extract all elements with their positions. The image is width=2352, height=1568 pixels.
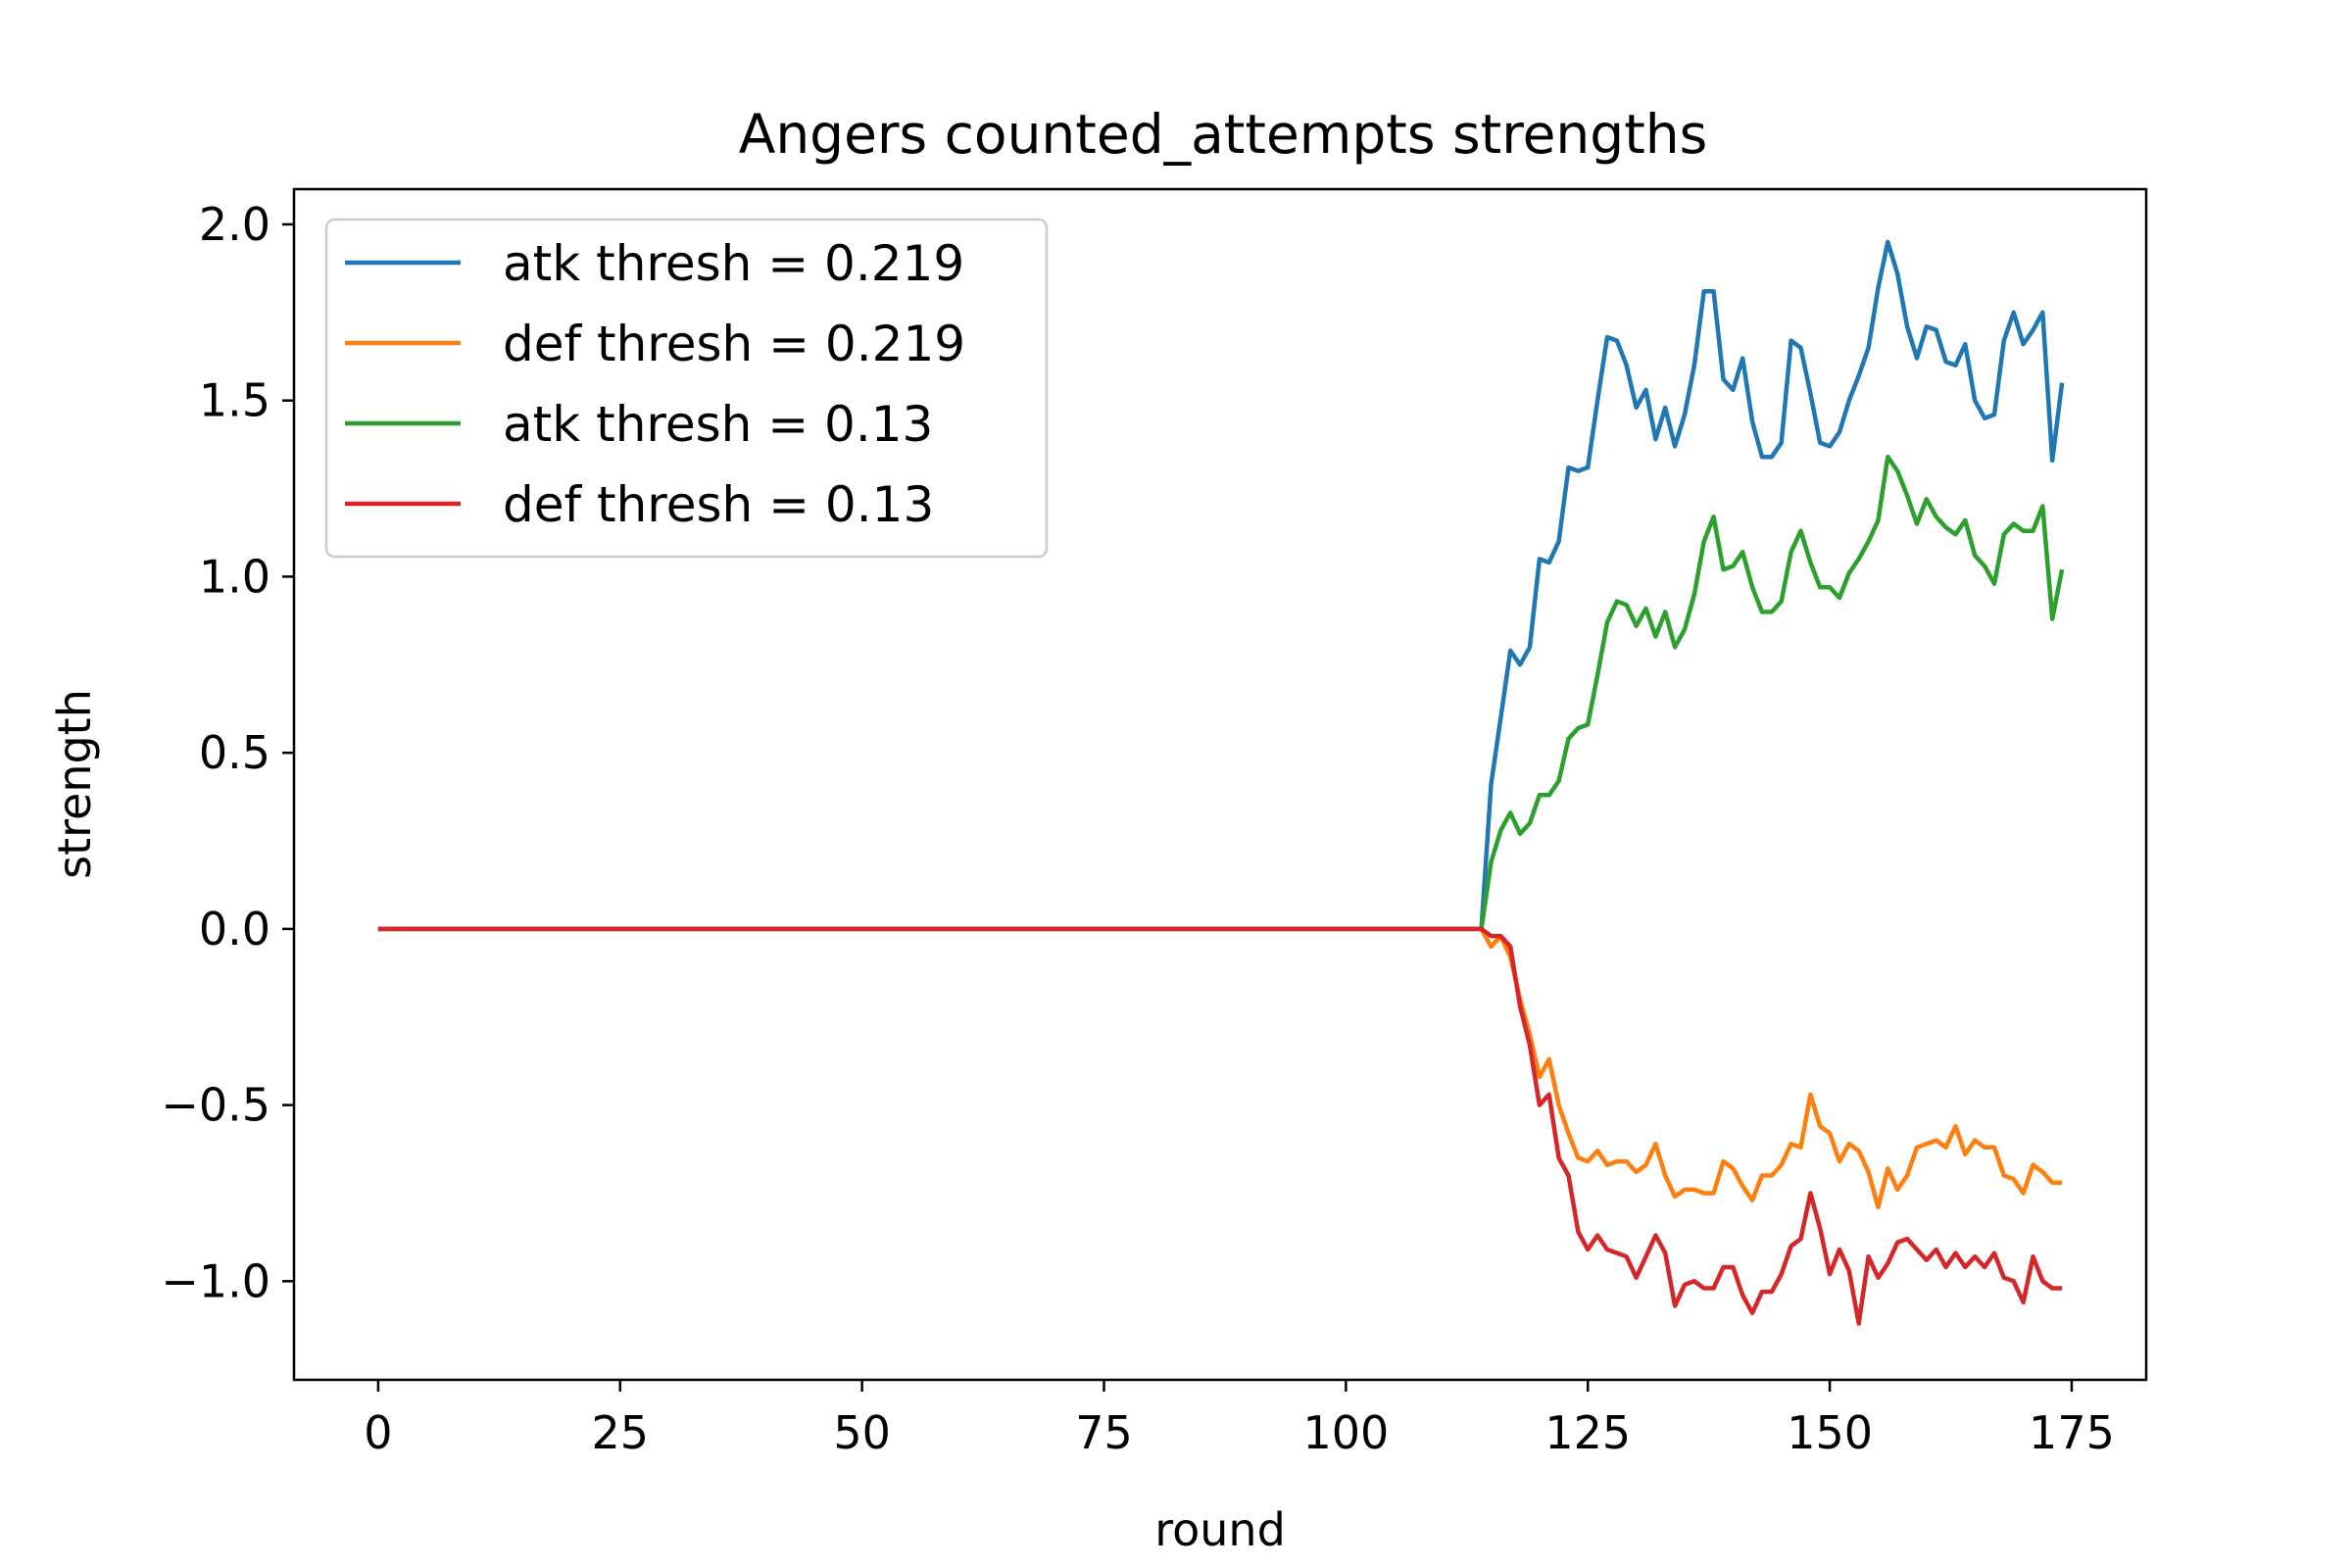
y-tick-label: −1.0 <box>161 1254 270 1307</box>
y-axis-label: strength <box>48 689 101 879</box>
y-tick-label: 1.5 <box>199 374 270 427</box>
y-tick-label: 1.0 <box>199 550 270 603</box>
legend-label: def thresh = 0.219 <box>503 316 965 372</box>
x-axis-label: round <box>1154 1503 1286 1556</box>
x-tick-label: 100 <box>1302 1406 1389 1459</box>
chart-title: Angers counted_attempts strengths <box>739 103 1708 166</box>
y-tick-label: 0.5 <box>199 726 270 779</box>
x-tick-label: 175 <box>2029 1406 2115 1459</box>
legend-entries: atk thresh = 0.219 def thresh = 0.219 atk … <box>345 235 965 533</box>
series-line-2 <box>377 926 2063 1210</box>
legend-frame <box>324 218 1049 559</box>
series-line-3 <box>377 454 2065 932</box>
x-tick-label: 50 <box>833 1406 891 1459</box>
x-tick-label: 0 <box>364 1406 392 1459</box>
x-tick-label: 75 <box>1075 1406 1133 1459</box>
legend-label: def thresh = 0.13 <box>503 476 934 533</box>
series-lines <box>377 239 2065 1326</box>
legend-label: atk thresh = 0.219 <box>503 235 964 292</box>
y-tick-label: −0.5 <box>161 1079 270 1132</box>
x-axis-ticks: 0 25 50 75 100 125 150 175 <box>364 1380 2115 1459</box>
y-axis-ticks: 2.0 1.5 1.0 0.5 0.0 −0.5 −1.0 <box>161 198 294 1307</box>
series-line-4 <box>377 926 2063 1326</box>
plot-area <box>292 187 2148 1382</box>
legend-label: atk thresh = 0.13 <box>503 396 933 453</box>
x-tick-label: 150 <box>1787 1406 1873 1459</box>
y-tick-label: 2.0 <box>199 198 270 251</box>
x-tick-label: 125 <box>1544 1406 1631 1459</box>
x-tick-label: 25 <box>592 1406 650 1459</box>
legend: atk thresh = 0.219 def thresh = 0.219 atk … <box>324 218 1049 559</box>
axes-frame <box>292 187 2148 1382</box>
y-tick-label: 0.0 <box>199 903 270 956</box>
series-line-1 <box>377 239 2065 932</box>
